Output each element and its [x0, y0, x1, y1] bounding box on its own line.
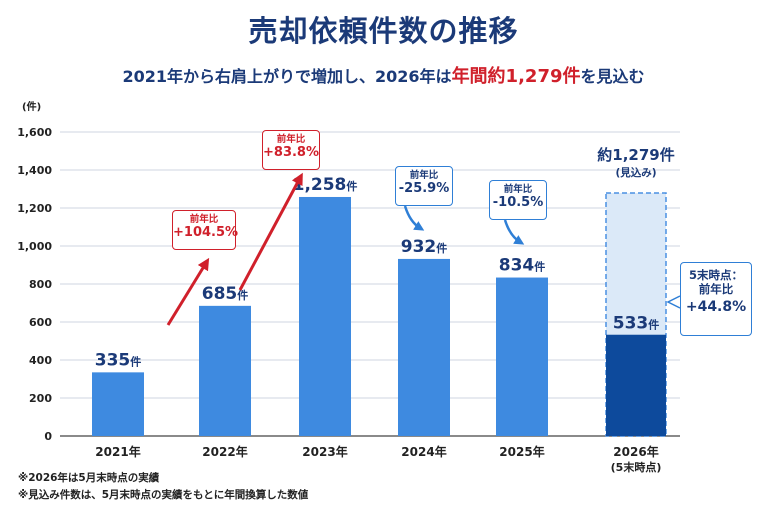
projection-label: 約1,279件 (見込み) [586, 144, 686, 180]
bar-value-label: 1,258件 [293, 175, 358, 195]
x-tick-label: 2022年 [202, 444, 247, 459]
yoy-label-2022: 前年比 [189, 214, 219, 225]
x-tick-label: 2021年 [95, 444, 140, 459]
bar-value-label: 533件 [613, 314, 660, 334]
y-tick-label: 0 [44, 430, 52, 443]
yoy-label-2026: 5末時点： 前年比 [688, 268, 743, 296]
yoy-label-2023: 前年比 [276, 134, 306, 145]
footnote-2: ※見込み件数は、5月末時点の実績をもとに年間換算した数値 [18, 489, 309, 501]
yoy-callout-2026: 5末時点： 前年比 +44.8% [680, 262, 752, 336]
yoy-value-2022: +104.5% [173, 225, 239, 241]
yoy-callout-2025: 前年比 -10.5% [489, 180, 547, 220]
bar-value-label: 685件 [202, 284, 249, 304]
projection-value-label: 約1,279件 [597, 146, 675, 164]
chart-subtitle: 2021年から右肩上がりで増加し、2026年は年間約1,279件を見込む [0, 62, 767, 88]
footnote-1: ※2026年は5月末時点の実績 [18, 472, 160, 484]
bar [199, 305, 251, 436]
yoy-label-2024: 前年比 [409, 170, 439, 181]
bar [92, 372, 144, 436]
subtitle-prefix: 2021年から右肩上がりで増加し、2026年は [122, 67, 452, 86]
x-tick-label: 2025年 [499, 444, 544, 459]
yoy-value-2023: +83.8% [263, 145, 319, 161]
bar [496, 277, 548, 436]
y-tick-label: 1,600 [17, 126, 52, 139]
bar [606, 334, 666, 436]
y-tick-label: 400 [29, 354, 52, 367]
callout-pointer-2026 [666, 295, 681, 309]
yoy-label-2025: 前年比 [503, 184, 533, 195]
y-tick-label: 1,000 [17, 240, 52, 253]
yoy-value-2026: +44.8% [685, 298, 747, 315]
y-tick-label: 200 [29, 392, 52, 405]
trend-arrow-down-2024 [403, 205, 425, 231]
yoy-value-2025: -10.5% [492, 195, 544, 211]
subtitle-suffix: を見込む [580, 67, 645, 86]
y-tick-label: 1,400 [17, 164, 52, 177]
x-tick-label: 2023年 [302, 444, 347, 459]
y-tick-label: 1,200 [17, 202, 52, 215]
trend-arrow-up-2023 [238, 172, 303, 291]
yoy-callout-2024: 前年比 -25.9% [395, 166, 453, 206]
x-tick-sublabel: (5末時点) [611, 460, 662, 474]
y-tick-label: 600 [29, 316, 52, 329]
y-unit-label: (件) [22, 100, 41, 113]
bar [398, 258, 450, 436]
yoy-callout-2023: 前年比 +83.8% [262, 130, 320, 170]
yoy-callout-2022: 前年比 +104.5% [172, 210, 239, 250]
bar-value-label: 834件 [499, 256, 546, 276]
y-tick-label: 800 [29, 278, 52, 291]
chart-title: 売却依頼件数の推移 [248, 14, 519, 48]
bar-value-label: 335件 [95, 350, 142, 370]
yoy-value-2024: -25.9% [398, 181, 450, 197]
x-tick-label: 2026年 [613, 444, 658, 459]
bar [299, 196, 351, 436]
projection-sub-label: (見込み) [615, 167, 657, 179]
trend-arrow-up-2022 [166, 257, 210, 326]
trend-arrow-down-2025 [503, 219, 525, 245]
subtitle-highlight: 年間約1,279件 [451, 66, 581, 87]
bar-value-label: 932件 [401, 237, 448, 257]
x-tick-label: 2024年 [401, 444, 446, 459]
